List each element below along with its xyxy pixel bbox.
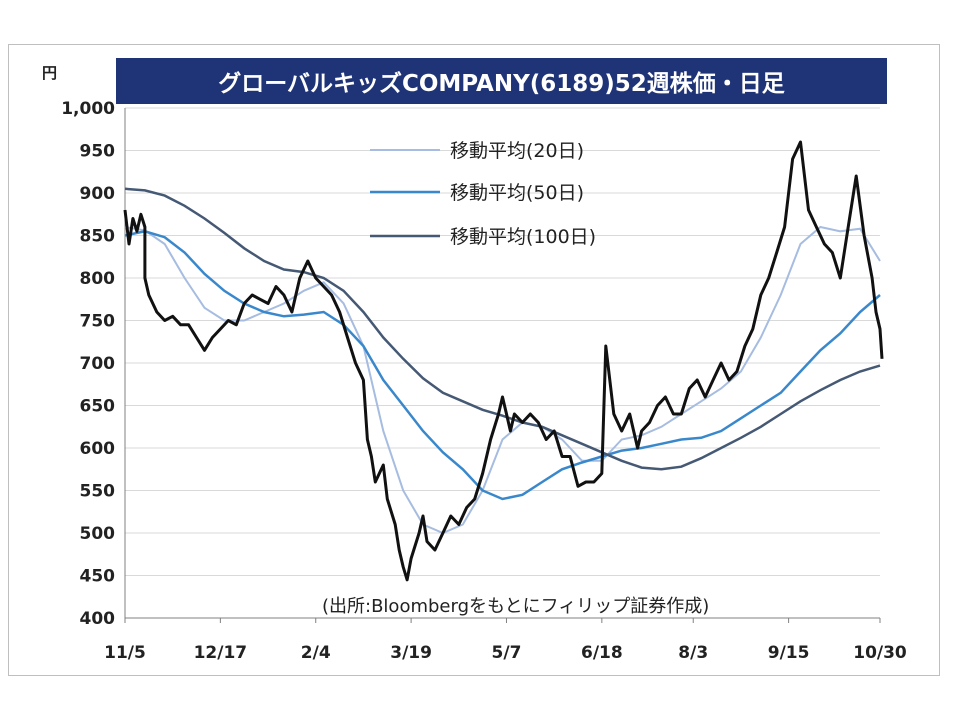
series-lines xyxy=(123,140,884,582)
legend-label: 移動平均(50日) xyxy=(450,182,584,204)
y-axis-unit: 円 xyxy=(42,64,58,82)
y-tick-label: 400 xyxy=(80,609,116,629)
x-tick-label: 12/17 xyxy=(194,643,248,663)
price-line xyxy=(123,140,884,582)
y-tick-label: 500 xyxy=(80,524,116,544)
x-tick-label: 8/3 xyxy=(678,643,708,663)
x-tick-label: 9/15 xyxy=(768,643,810,663)
x-tick-label: 6/18 xyxy=(581,643,623,663)
x-tick-label: 2/4 xyxy=(301,643,331,663)
x-tick-label: 3/19 xyxy=(390,643,432,663)
y-tick-label: 750 xyxy=(80,312,116,332)
source-note: (出所:Bloombergをもとにフィリップ証券作成) xyxy=(322,596,709,617)
x-tick-label: 11/5 xyxy=(104,643,146,663)
x-tick-label: 10/30 xyxy=(853,643,907,663)
y-tick-label: 650 xyxy=(80,397,116,417)
y-tick-label: 800 xyxy=(80,269,116,289)
moving-average-line-3 xyxy=(124,187,881,471)
y-tick-label: 450 xyxy=(80,567,116,587)
legend-label: 移動平均(20日) xyxy=(450,140,584,162)
y-tick-label: 550 xyxy=(80,482,116,502)
chart-frame xyxy=(8,44,940,676)
y-tick-label: 600 xyxy=(80,439,116,459)
y-tick-label: 950 xyxy=(80,142,116,162)
chart-title: グローバルキッズCOMPANY(6189)52週株価・日足 xyxy=(116,58,887,104)
legend: 移動平均(20日) 移動平均(50日) 移動平均(100日) xyxy=(370,140,596,248)
y-tick-label: 900 xyxy=(80,184,116,204)
y-tick-label: 700 xyxy=(80,354,116,374)
legend-label: 移動平均(100日) xyxy=(450,226,596,248)
moving-average-line-1 xyxy=(124,225,881,535)
y-tick-label: 1,000 xyxy=(61,99,115,119)
axes: 400 450 500 550 600 650 700 750 800 850 900 950 1,00… xyxy=(61,99,907,663)
y-tick-label: 850 xyxy=(80,227,116,247)
x-tick-label: 5/7 xyxy=(492,643,522,663)
moving-average-line-2 xyxy=(124,230,881,501)
